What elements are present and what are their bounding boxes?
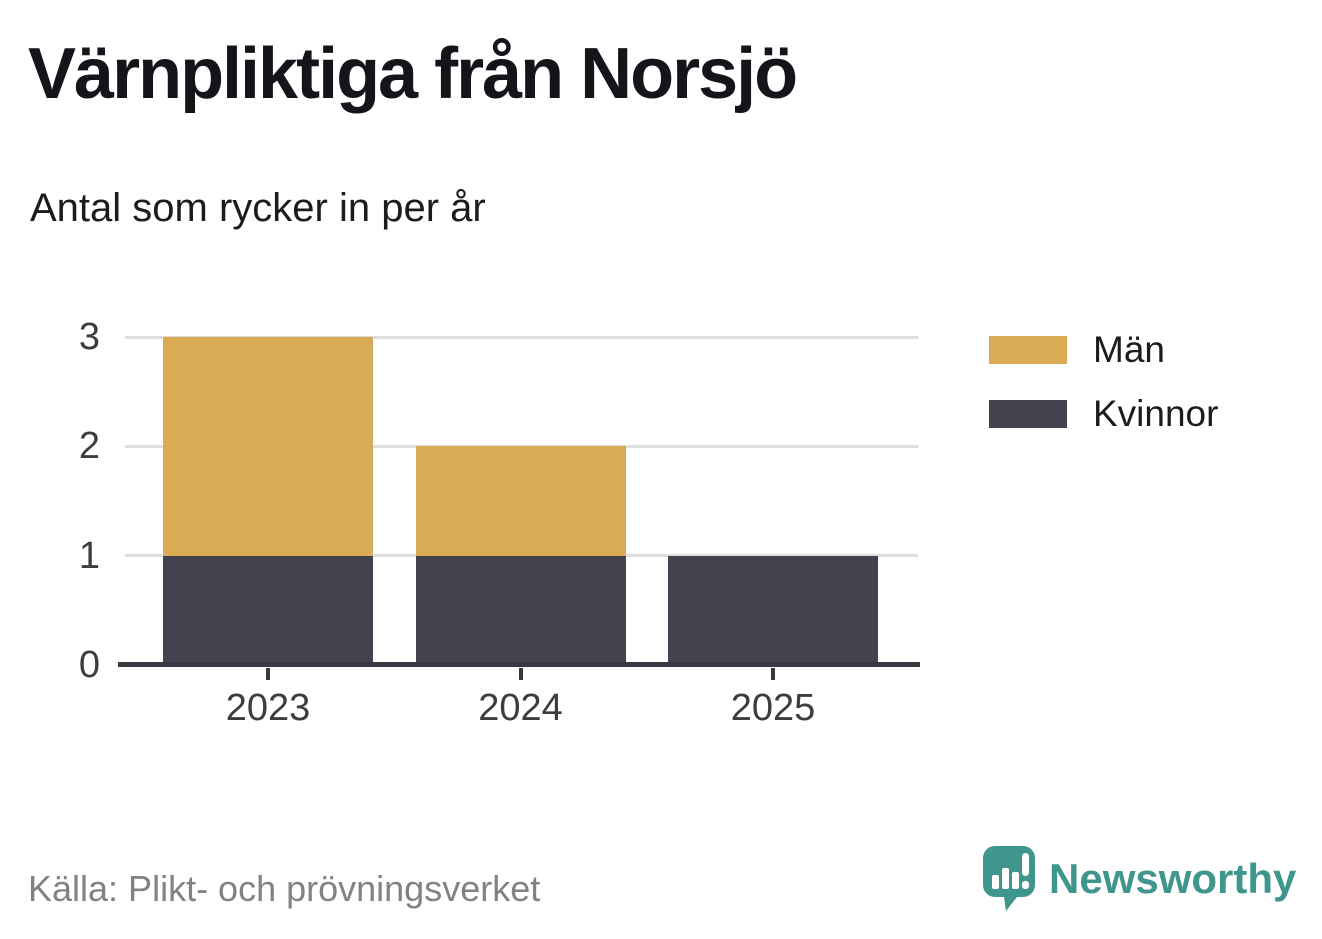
- bar-segment: [415, 446, 626, 556]
- legend-item: Män: [989, 331, 1218, 368]
- brand-name: Newsworthy: [1049, 855, 1297, 902]
- y-tick-label: 3: [78, 316, 100, 358]
- bar-segment: [668, 555, 878, 665]
- x-tick-label: 2023: [225, 687, 311, 729]
- newsworthy-logo-icon: [983, 846, 1035, 911]
- plot-area: [118, 335, 920, 680]
- y-tick-label: 1: [78, 534, 100, 577]
- source-note: Källa: Plikt- och prövningsverket: [28, 868, 541, 909]
- chart-subtitle: Antal som rycker in per år: [30, 186, 486, 230]
- legend-label: Kvinnor: [1093, 393, 1219, 434]
- legend-item: Kvinnor: [989, 395, 1218, 432]
- x-tick-label: 2024: [478, 687, 563, 729]
- chart-title: Värnpliktiga från Norsjö: [28, 34, 798, 114]
- brand-logo: Newsworthy: [983, 846, 1296, 912]
- x-tick-label: 2025: [730, 687, 816, 729]
- legend: Män Kvinnor: [989, 331, 1218, 432]
- legend-swatch: [989, 335, 1067, 364]
- bar-segment: [415, 555, 626, 665]
- y-tick-label: 2: [78, 425, 100, 468]
- x-tick: [518, 668, 523, 680]
- bar-segment: [163, 337, 373, 556]
- gridline: [125, 335, 918, 339]
- legend-label: Män: [1093, 329, 1165, 370]
- x-tick: [266, 668, 270, 680]
- x-tick: [771, 668, 775, 680]
- x-axis-line: [118, 662, 920, 667]
- bar-segment: [163, 555, 373, 665]
- y-tick-label: 0: [78, 644, 100, 686]
- legend-swatch: [989, 399, 1067, 428]
